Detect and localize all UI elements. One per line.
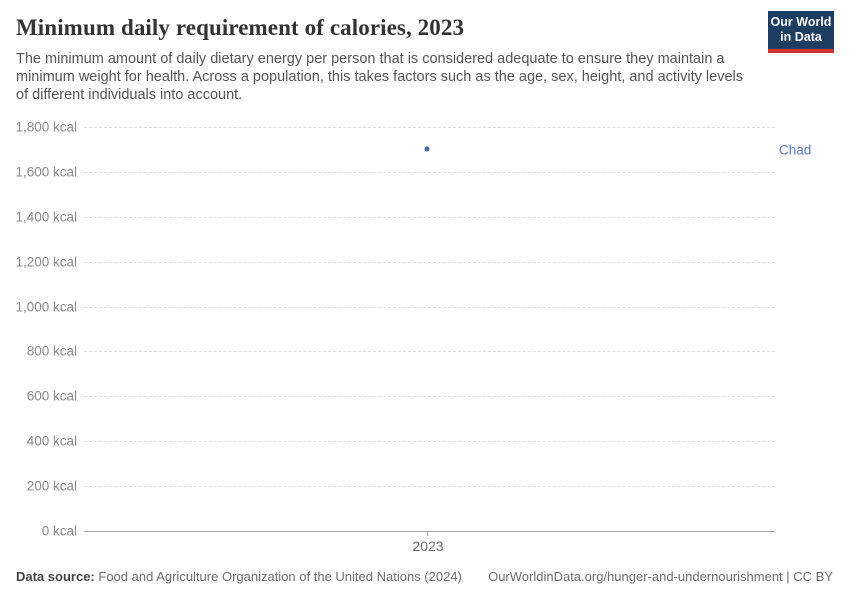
owid-logo-line1: Our World	[770, 15, 832, 29]
chart-footer: Data source: Food and Agriculture Organi…	[16, 569, 833, 585]
y-tick-label: 400 kcal	[26, 433, 77, 449]
gridline	[84, 486, 775, 488]
y-tick-label: 600 kcal	[26, 388, 77, 404]
series-label-chad[interactable]: Chad	[779, 142, 812, 158]
gridline	[84, 396, 775, 398]
owid-logo: Our World in Data	[768, 11, 834, 53]
footer-license-link[interactable]: OurWorldinData.org/hunger-and-undernouri…	[488, 569, 833, 584]
chart-title: Minimum daily requirement of calories, 2…	[16, 15, 465, 40]
x-axis-line	[84, 531, 775, 532]
gridline	[84, 261, 775, 263]
y-tick-label: 1,400 kcal	[15, 209, 77, 225]
gridline	[84, 171, 775, 173]
y-tick-label: 200 kcal	[26, 478, 77, 494]
gridline	[84, 216, 775, 218]
gridline	[84, 441, 775, 443]
y-tick-label: 0 kcal	[41, 523, 77, 539]
gridline	[84, 127, 775, 128]
x-tick-label: 2023	[412, 538, 444, 554]
gridline	[84, 351, 775, 353]
chart-subtitle: The minimum amount of daily dietary ener…	[16, 51, 743, 103]
y-tick-label: 1,800 kcal	[15, 119, 77, 135]
data-source-label: Data source:	[16, 569, 95, 584]
data-source-value: Food and Agriculture Organization of the…	[98, 569, 462, 584]
chart-header: Minimum daily requirement of calories, 2…	[16, 11, 834, 104]
owid-logo-line2: in Data	[780, 30, 822, 44]
data-source: Data source: Food and Agriculture Organi…	[16, 569, 462, 585]
y-tick-label: 1,000 kcal	[15, 299, 77, 315]
x-tick-mark	[427, 531, 428, 536]
y-tick-label: 800 kcal	[26, 343, 77, 359]
gridline	[84, 306, 775, 308]
y-tick-label: 1,200 kcal	[15, 254, 77, 270]
y-tick-label: 1,600 kcal	[15, 164, 77, 180]
data-point-chad[interactable]	[424, 146, 430, 152]
